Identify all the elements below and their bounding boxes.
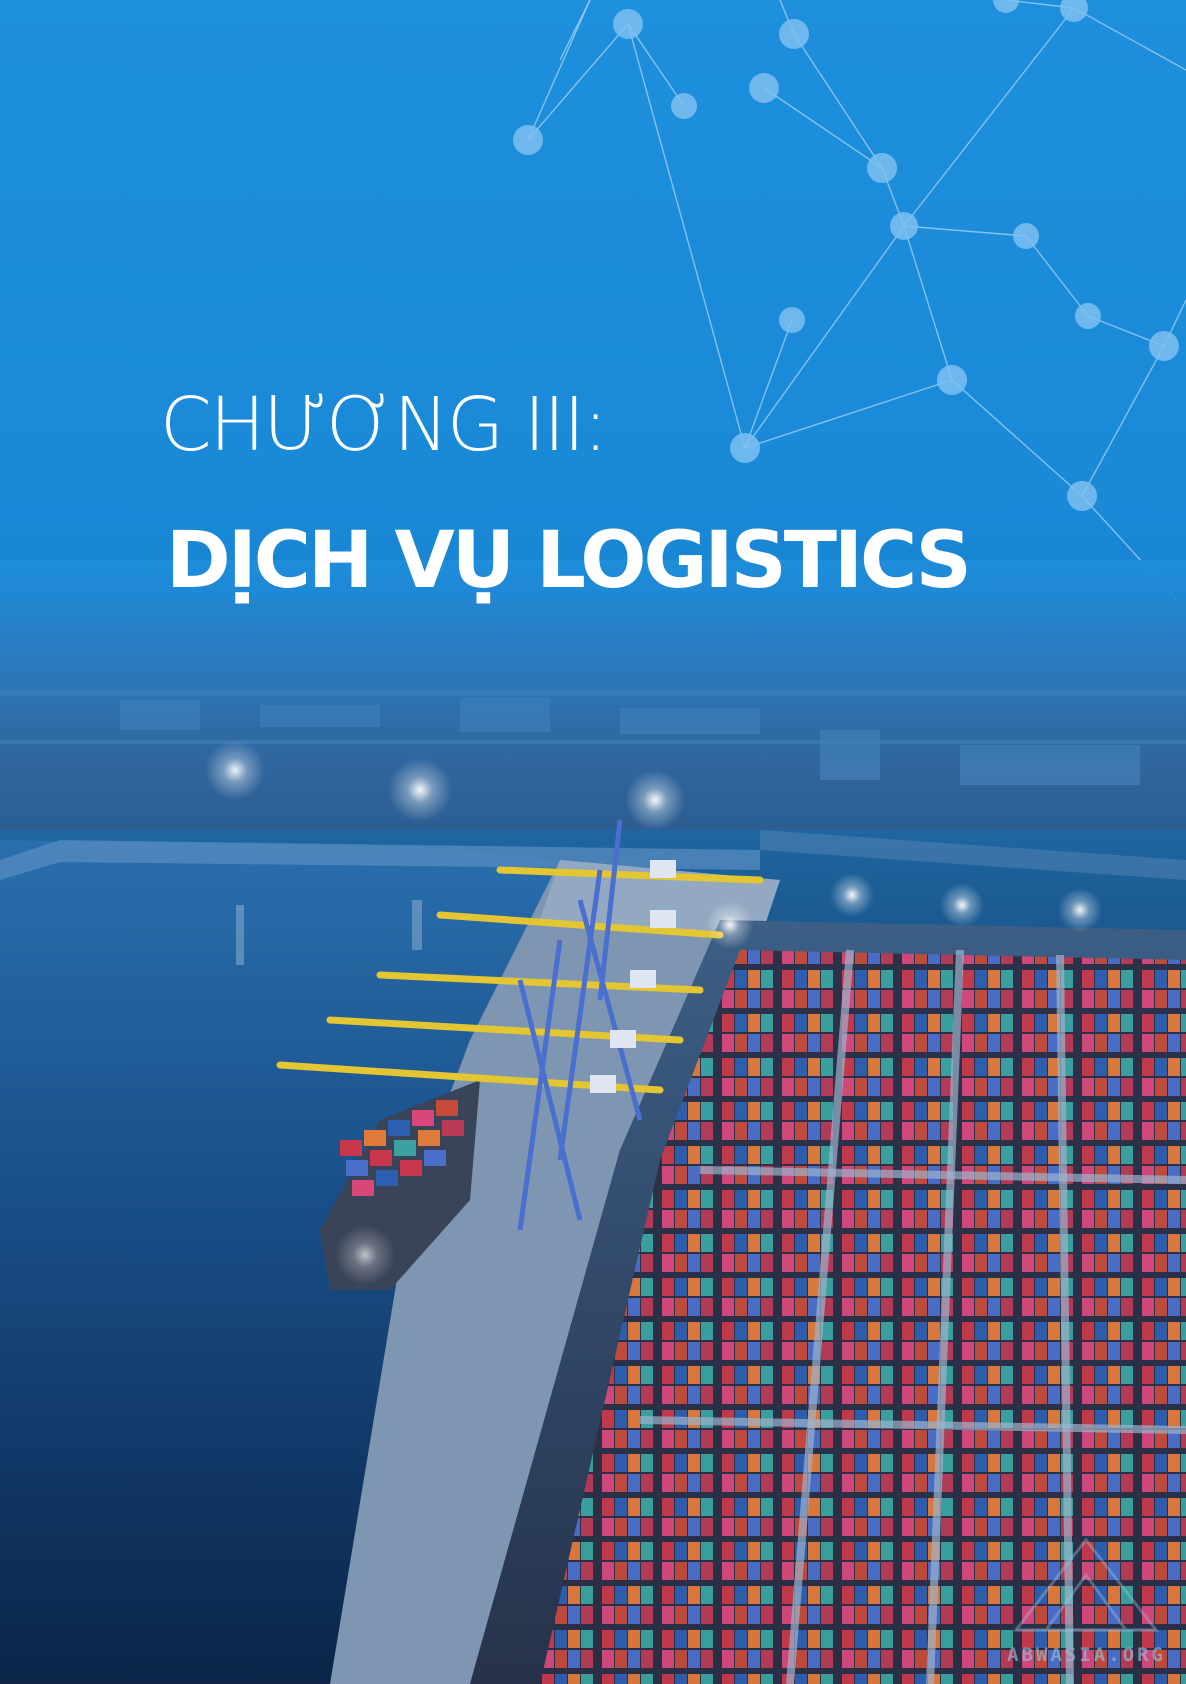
chapter-title: DỊCH VỤ LOGISTICS [166,516,972,606]
watermark-text: ABWASIA.ORG [1007,1644,1166,1666]
chapter-label: CHƯƠNG III: [160,382,608,468]
network-nodes-icon [513,0,1186,611]
container-port-aerial-photo [0,600,1186,1684]
watermark-logo [1012,1537,1160,1632]
sky-haze [0,560,1186,780]
